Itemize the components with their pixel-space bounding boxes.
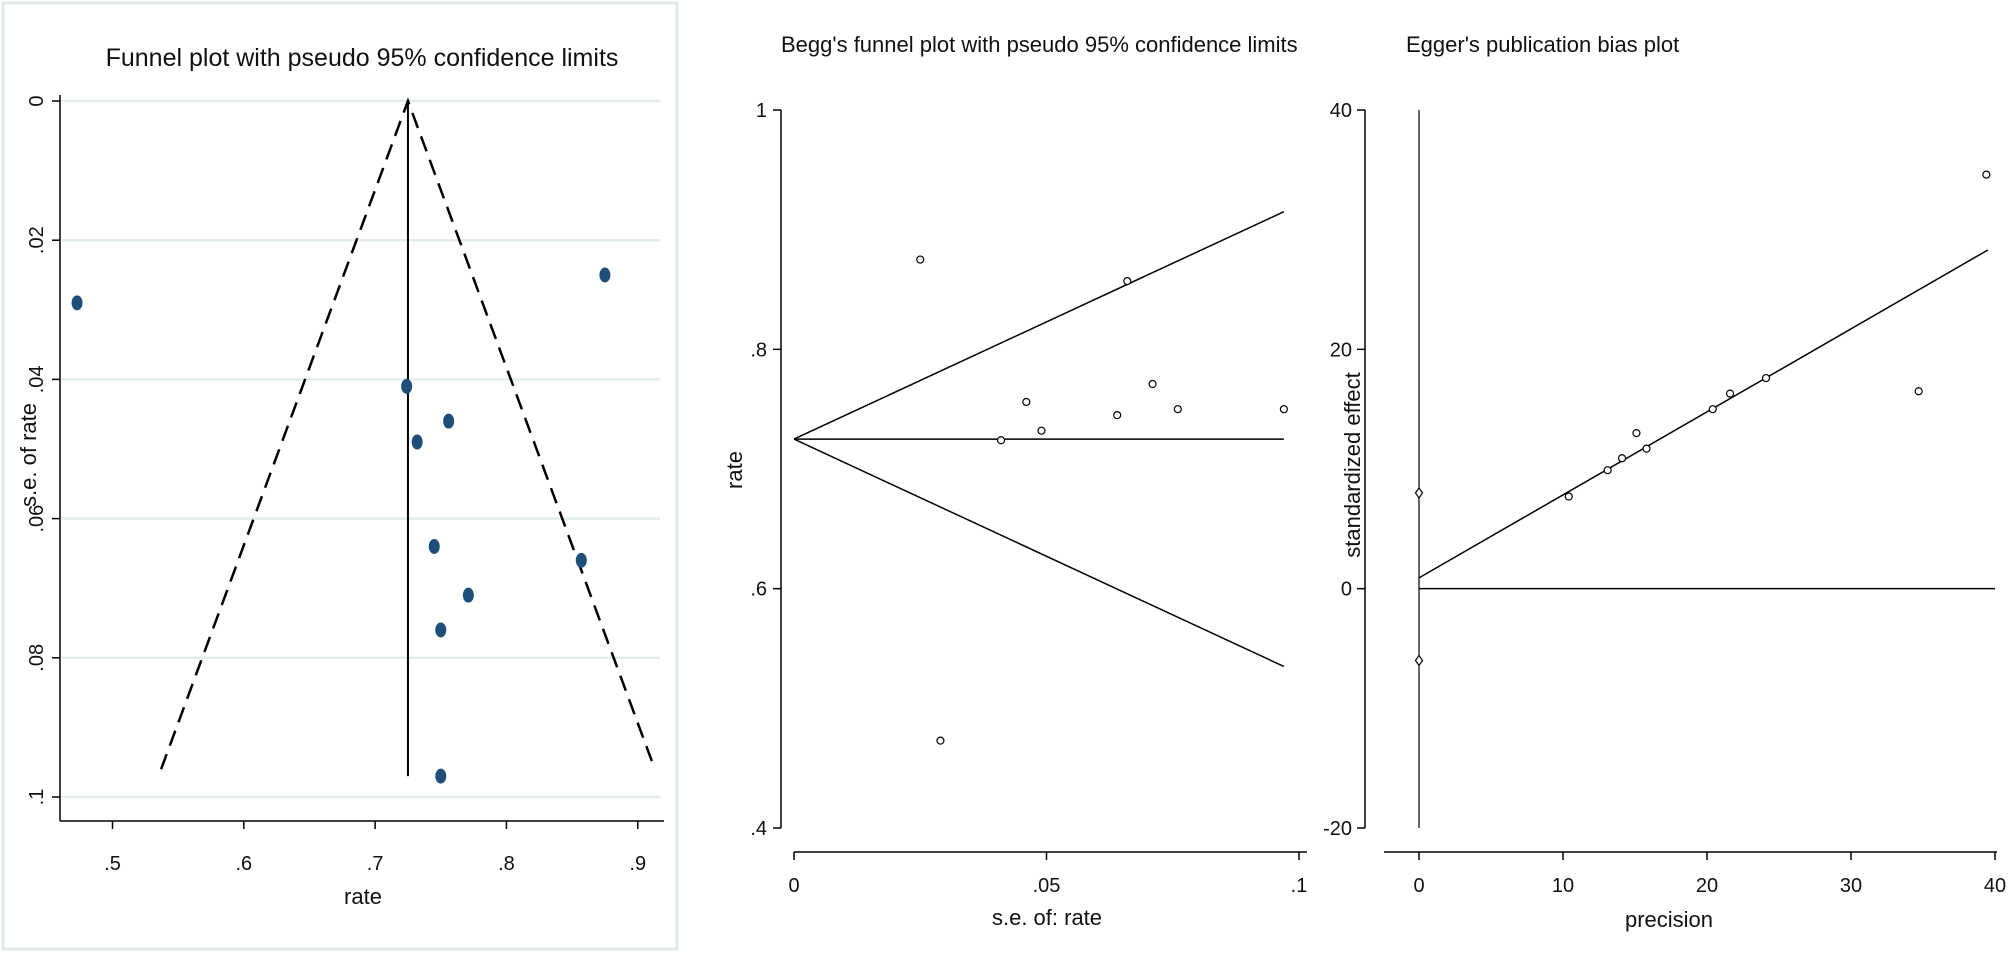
funnel-point	[462, 587, 474, 603]
begg-title: Begg's funnel plot with pseudo 95% confi…	[781, 32, 1298, 57]
funnel-point	[575, 552, 587, 568]
funnel-x-label: rate	[344, 884, 382, 909]
funnel-points	[71, 267, 611, 784]
begg-x-tick-label: .1	[1291, 875, 1308, 897]
begg-point	[1148, 379, 1157, 389]
egger-y-tick-label: 0	[1341, 579, 1352, 601]
egger-points	[1414, 170, 1991, 667]
funnel-x-tick-label: .5	[104, 853, 121, 875]
egger-point	[1708, 405, 1717, 414]
egger-x-tick-label: 40	[1984, 875, 2006, 897]
funnel-point	[599, 267, 611, 283]
egger-y-tick-label: -20	[1323, 818, 1352, 840]
egger-x-ticks: 0 10 20 30 40	[1413, 852, 2006, 897]
funnel-point	[401, 378, 413, 394]
funnel-point	[428, 538, 440, 554]
funnel-plot: Funnel plot with pseudo 95% confidence l…	[16, 44, 664, 909]
funnel-y-tick-label: .02	[26, 226, 48, 254]
egger-ci-marker	[1414, 654, 1424, 667]
egger-regression-line	[1418, 249, 1989, 579]
egger-point	[1632, 429, 1641, 438]
begg-point	[916, 255, 925, 264]
egger-y-tick-label: 20	[1330, 339, 1352, 361]
begg-y-tick-label: 1	[756, 100, 767, 122]
funnel-y-tick-label: 0	[26, 95, 48, 106]
egger-x-tick-label: 0	[1413, 875, 1424, 897]
egger-lines	[1418, 110, 1995, 828]
funnel-point	[435, 768, 447, 784]
funnel-gridlines	[62, 99, 660, 799]
funnel-point	[443, 413, 455, 429]
egger-plot: Egger's publication bias plot 0 10 20 30 40 …	[1323, 32, 2006, 932]
funnel-x-tick-label: .6	[235, 853, 252, 875]
begg-y-label: rate	[722, 451, 747, 489]
funnel-x-tick-label: .7	[367, 853, 384, 875]
egger-x-label: precision	[1625, 907, 1713, 932]
funnel-panel-frame	[1, 1, 679, 951]
funnel-y-ticks: 0 .02 .04 .06 .08 .1	[26, 95, 60, 805]
begg-upper-limit-line	[793, 211, 1285, 440]
begg-points	[916, 255, 1288, 745]
egger-point	[1982, 170, 1991, 179]
begg-point	[1279, 405, 1288, 414]
egger-ci-marker	[1414, 486, 1424, 499]
begg-point	[936, 736, 945, 745]
egger-y-ticks: -20 0 20 40	[1323, 100, 1365, 840]
begg-x-label: s.e. of: rate	[992, 905, 1102, 930]
funnel-x-tick-label: .8	[498, 853, 515, 875]
begg-y-tick-label: .8	[750, 339, 767, 361]
egger-y-label: standardized effect	[1340, 372, 1365, 558]
funnel-x-ticks: .5 .6 .7 .8 .9	[104, 821, 646, 875]
funnel-point	[411, 434, 423, 450]
egger-point	[1725, 389, 1735, 398]
egger-x-tick-label: 20	[1696, 875, 1718, 897]
funnel-point	[435, 622, 447, 638]
egger-y-tick-label: 40	[1330, 100, 1352, 122]
begg-point	[996, 436, 1006, 445]
funnel-point	[71, 295, 83, 311]
begg-point	[1123, 277, 1132, 286]
egger-x-tick-label: 30	[1840, 875, 1862, 897]
egger-point	[1564, 492, 1573, 501]
funnel-y-label: s.e. of rate	[16, 403, 41, 507]
funnel-y-tick-label: .06	[26, 505, 48, 533]
begg-point	[1022, 397, 1031, 407]
begg-y-tick-label: .6	[750, 579, 767, 601]
funnel-x-tick-label: .9	[629, 853, 646, 875]
begg-y-ticks: .4 .6 .8 1	[750, 100, 781, 840]
begg-plot: Begg's funnel plot with pseudo 95% confi…	[722, 32, 1307, 930]
egger-point	[1642, 444, 1651, 453]
begg-point	[1173, 405, 1182, 414]
begg-point	[1037, 426, 1046, 435]
funnel-y-tick-label: .04	[26, 365, 48, 393]
egger-point	[1603, 466, 1612, 475]
begg-y-tick-label: .4	[750, 818, 767, 840]
begg-limit-lines	[793, 211, 1285, 668]
begg-x-ticks: 0 .05 .1	[788, 852, 1307, 897]
funnel-title: Funnel plot with pseudo 95% confidence l…	[106, 44, 619, 72]
begg-x-tick-label: .05	[1033, 875, 1061, 897]
begg-point	[1113, 411, 1122, 420]
egger-point	[1761, 373, 1771, 383]
funnel-y-tick-label: .08	[26, 644, 48, 672]
egger-point	[1914, 387, 1923, 396]
funnel-y-tick-label: .1	[26, 789, 48, 806]
egger-title: Egger's publication bias plot	[1406, 32, 1679, 57]
begg-x-tick-label: 0	[788, 875, 799, 897]
egger-x-tick-label: 10	[1552, 875, 1574, 897]
egger-point	[1617, 454, 1627, 463]
begg-lower-limit-line	[793, 438, 1285, 668]
